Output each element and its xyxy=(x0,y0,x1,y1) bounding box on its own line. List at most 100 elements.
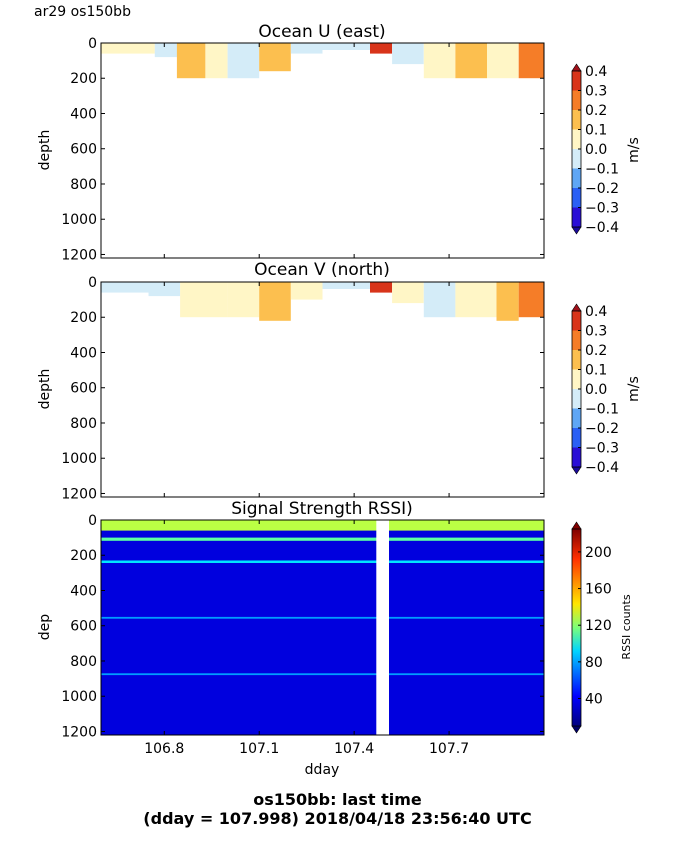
colorbar-frame xyxy=(571,528,582,727)
colorbar-level xyxy=(572,168,581,188)
colorbar-tick-label: −0.1 xyxy=(585,402,619,418)
velocity-cell xyxy=(259,282,291,321)
cruise-label: ar29 os150bb xyxy=(34,4,131,20)
rssi-band xyxy=(101,616,544,619)
colorbar-tick-label: −0.2 xyxy=(585,421,619,437)
colorbar-label: m/s xyxy=(626,137,642,163)
y-tick-label: 600 xyxy=(70,619,97,635)
velocity-cell xyxy=(227,282,260,318)
y-tick-label: 1200 xyxy=(61,486,97,502)
colorbar-tick-label: 40 xyxy=(585,692,603,708)
colorbar-tick-label: 0.3 xyxy=(585,84,607,100)
velocity-cell xyxy=(370,43,393,54)
colorbar-tick-label: 0.0 xyxy=(585,382,607,398)
rssi-band xyxy=(101,537,544,541)
colorbar-level xyxy=(572,389,581,409)
footer-line-2: (dday = 107.998) 2018/04/18 23:56:40 UTC xyxy=(143,809,532,828)
y-axis-label: dep xyxy=(37,614,53,641)
colorbar-level xyxy=(572,207,581,227)
colorbar-extend-top xyxy=(571,521,582,530)
velocity-cell xyxy=(129,43,155,54)
rssi-band xyxy=(101,673,544,676)
y-tick-label: 0 xyxy=(88,513,97,529)
colorbar-extend-top xyxy=(571,63,582,72)
colorbar-gradient xyxy=(572,529,581,726)
y-tick-label: 400 xyxy=(70,583,97,599)
y-tick-label: 1000 xyxy=(61,689,97,705)
colorbar-label: m/s xyxy=(626,376,642,402)
colorbar-level xyxy=(572,408,581,428)
rssi-band xyxy=(101,560,544,563)
velocity-cell xyxy=(176,43,206,79)
panel-title: Ocean U (east) xyxy=(258,22,385,42)
y-tick-label: 0 xyxy=(88,275,97,291)
velocity-cell xyxy=(423,282,456,318)
y-tick-label: 200 xyxy=(70,71,97,87)
velocity-cell xyxy=(423,43,456,79)
x-tick-label: 107.4 xyxy=(334,741,374,757)
colorbar-level xyxy=(572,311,581,331)
rssi-band xyxy=(101,520,544,531)
y-tick-label: 200 xyxy=(70,548,97,564)
colorbar-tick-label: 0.2 xyxy=(585,103,607,119)
colorbar-label: RSSI counts xyxy=(620,594,633,659)
panel-ocean-v: Ocean V (north) 0 200 400 600 800 1000 1200 de… xyxy=(37,260,642,502)
colorbar-tick-label: 0.1 xyxy=(585,123,607,139)
plot-frame xyxy=(100,281,545,498)
colorbar-tick-label: −0.3 xyxy=(585,201,619,217)
colorbar-tick-label: 120 xyxy=(585,618,612,634)
panel-ocean-u: Ocean U (east) 0 200 400 600 800 1000 1200 dep… xyxy=(37,22,642,263)
y-tick-label: 1200 xyxy=(61,247,97,263)
colorbar-tick-label: −0.1 xyxy=(585,162,619,178)
velocity-cell xyxy=(290,282,323,300)
y-tick-label: 800 xyxy=(70,654,97,670)
colorbar-level xyxy=(572,129,581,149)
y-tick-label: 600 xyxy=(70,381,97,397)
velocity-cell xyxy=(205,43,228,79)
velocity-cell xyxy=(148,282,181,297)
x-tick-label: 107.7 xyxy=(429,741,469,757)
data-gap xyxy=(376,520,389,735)
velocity-cell xyxy=(322,282,370,289)
panel-title: Ocean V (north) xyxy=(254,260,390,280)
y-tick-label: 1200 xyxy=(61,724,97,740)
velocity-cell xyxy=(290,43,323,54)
colorbar-extend-bottom xyxy=(571,466,582,475)
colorbar-level xyxy=(572,71,581,91)
colorbar-level xyxy=(572,149,581,169)
velocity-cell xyxy=(101,43,130,54)
y-tick-label: 1000 xyxy=(61,212,97,228)
colorbar-level xyxy=(572,447,581,467)
y-tick-label: 200 xyxy=(70,310,97,326)
colorbar-tick-label: 160 xyxy=(585,582,612,598)
rssi-background xyxy=(101,520,544,735)
colorbar-extend-bottom xyxy=(571,226,582,235)
velocity-cell xyxy=(455,282,497,318)
velocity-cell xyxy=(101,282,149,293)
y-axis-label: depth xyxy=(37,130,53,171)
x-tick-label: 107.1 xyxy=(239,741,279,757)
velocity-cell xyxy=(322,43,370,50)
velocity-cell xyxy=(370,282,393,293)
y-tick-label: 800 xyxy=(70,177,97,193)
colorbar-tick-label: −0.4 xyxy=(585,220,619,236)
x-tick-label: 106.8 xyxy=(144,741,184,757)
colorbar-extend-bottom xyxy=(571,725,582,734)
colorbar-tick-label: 0.0 xyxy=(585,142,607,158)
y-tick-label: 600 xyxy=(70,142,97,158)
colorbar-level xyxy=(572,188,581,208)
plot-frame xyxy=(100,519,545,736)
y-tick-label: 800 xyxy=(70,416,97,432)
x-axis-label: dday xyxy=(305,762,340,778)
colorbar-tick-label: 0.2 xyxy=(585,343,607,359)
colorbar-level xyxy=(572,428,581,448)
velocity-cell xyxy=(392,43,424,65)
velocity-cell xyxy=(455,43,487,79)
y-axis-label: depth xyxy=(37,369,53,410)
colorbar-tick-label: 200 xyxy=(585,545,612,561)
colorbar-level xyxy=(572,369,581,389)
colorbar-tick-label: 80 xyxy=(585,655,603,671)
velocity-cell xyxy=(259,43,291,72)
colorbar-tick-label: 0.1 xyxy=(585,363,607,379)
